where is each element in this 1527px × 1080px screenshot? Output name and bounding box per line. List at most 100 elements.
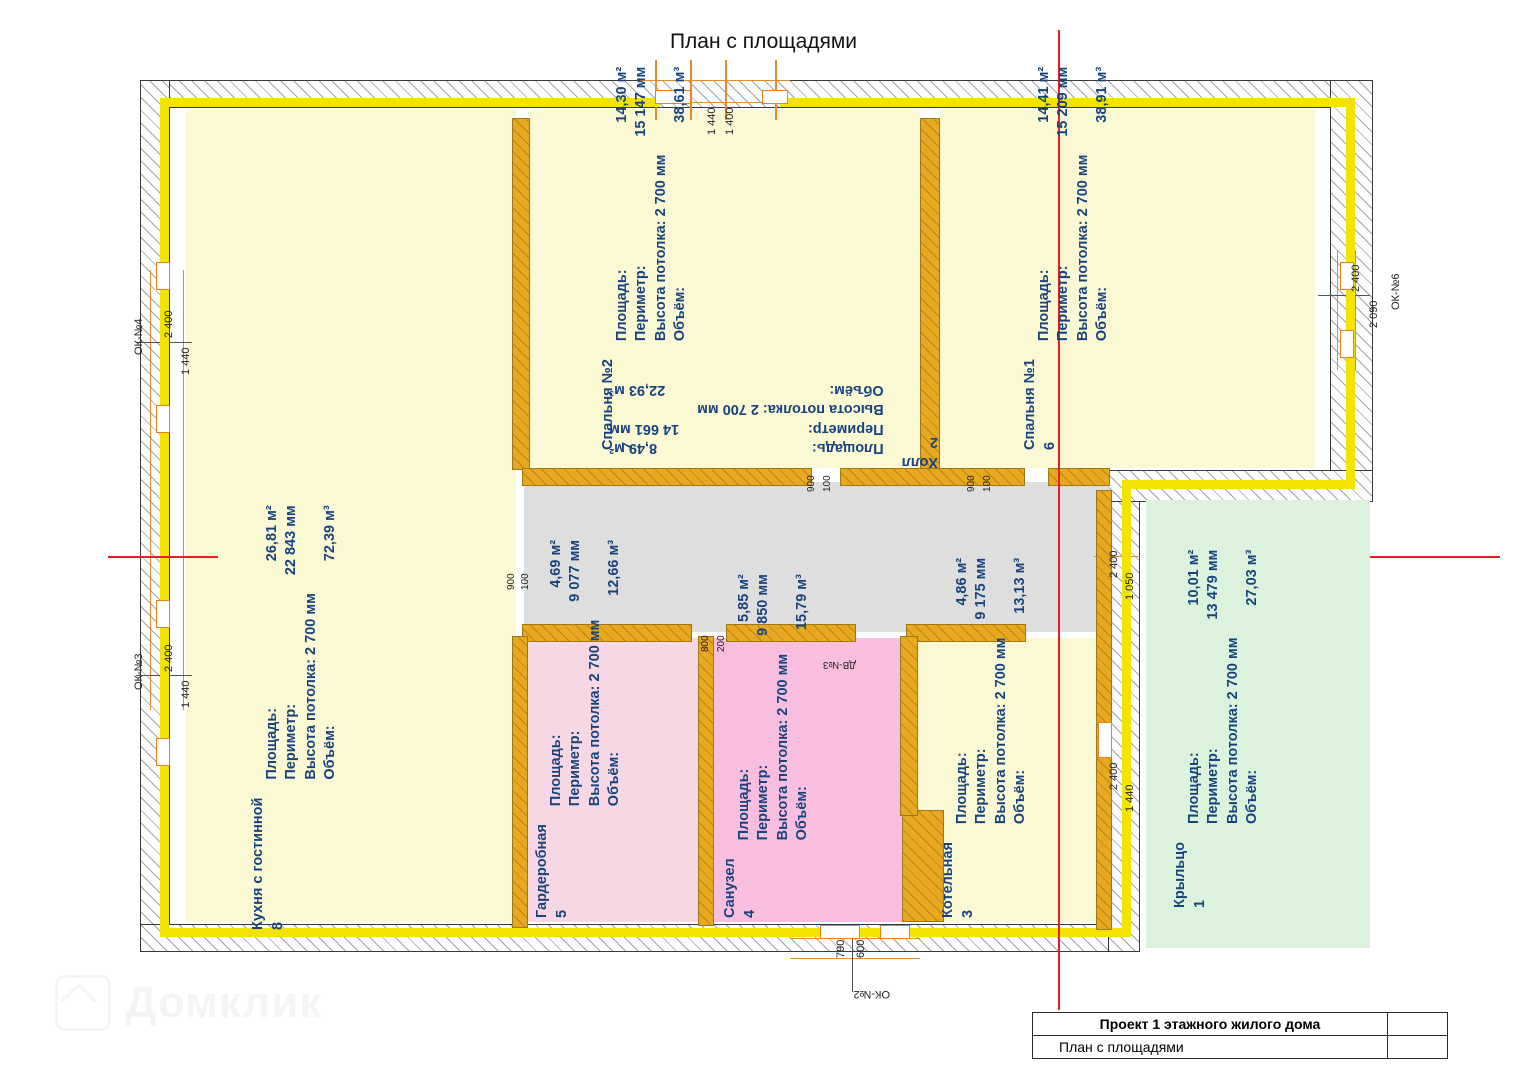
dim-right-mid-1050: 1 050	[1124, 572, 1136, 600]
key-area-spalnya2: Площадь:	[614, 269, 630, 342]
room-values-spalnya2: 14,30 м² 15 147 мм 38,61 м³	[614, 67, 690, 137]
room-label-holl: Холл 2 Площадь: Периметр: Высота потолка…	[609, 380, 938, 470]
window-marker-bottom-ok2-b[interactable]	[880, 925, 910, 939]
partition-wall-holl-top	[522, 468, 812, 486]
opening-label-ok2: ОК-№2	[853, 988, 890, 1000]
insulation-line-right-upper	[1346, 98, 1355, 488]
val-perimeter-krylco: 13 479 мм	[1205, 549, 1222, 620]
partition-wall-kuhnya-bottom-seg	[512, 636, 528, 928]
val-volume-spalnya2: 38,61 м³	[672, 66, 689, 123]
key-ceiling-spalnya1: Высота потолка: 2 700 мм	[1074, 154, 1091, 342]
title-block-row-project: Проект 1 этажного жилого дома	[1033, 1013, 1447, 1036]
room-fill-spalnya2	[530, 110, 920, 468]
inner-dim-2: 100	[822, 475, 833, 492]
val-perimeter-spalnya2: 15 147 мм	[633, 66, 650, 137]
window-marker-top-1[interactable]	[655, 90, 691, 104]
room-name-kuhnya: Кухня с гостинной	[250, 797, 266, 930]
window-marker-left-1[interactable]	[156, 262, 170, 290]
dim-left-low-2400: 2 400	[1108, 762, 1120, 790]
key-area-holl: Площадь:	[811, 440, 884, 456]
room-label-krylco: Крыльцо 1 Площадь: Периметр: Высота пото…	[1172, 550, 1262, 908]
dim-ok3-top: 2 400	[163, 644, 175, 672]
key-ceiling-holl: Высота потолка: 2 700 мм	[697, 401, 884, 418]
partition-wall-spalnya-divider	[920, 118, 940, 470]
partition-wall-holl-bottom-left	[522, 624, 692, 642]
val-perimeter-sanuzel: 9 850 мм	[755, 574, 772, 636]
dim-guide-top-band-b	[640, 102, 790, 104]
room-values-garderobnaya: 4,69 м² 9 077 мм 12,66 м³	[548, 540, 624, 602]
dim-ok2-790: 790	[835, 939, 847, 958]
room-values-spalnya1: 14,41 м² 15 209 мм 38,91 м³	[1036, 67, 1112, 137]
key-volume-spalnya1: Объём:	[1094, 286, 1111, 342]
room-keys-kuhnya: Площадь: Периметр: Высота потолка: 2 700…	[264, 593, 340, 779]
room-name-kotelnaya: Котельная	[940, 842, 956, 918]
dim-guide-right-v1	[1337, 250, 1339, 370]
key-volume-kuhnya: Объём:	[322, 725, 339, 780]
door-marker-kotelnaya[interactable]	[1098, 722, 1112, 758]
val-volume-holl: 22,93 м³	[609, 381, 666, 398]
dim-guide-right-v2	[1355, 250, 1357, 370]
dim-guide-right-mid-h	[1094, 556, 1140, 558]
dim-left-low-1440: 1 440	[1124, 784, 1136, 812]
window-marker-right-1[interactable]	[1340, 262, 1354, 290]
opening-label-dv3: ДВ-№3	[822, 659, 856, 670]
insulation-line-right-lower	[1122, 480, 1131, 936]
opening-label-ok4: ОК-№4	[133, 318, 145, 355]
key-perimeter-garderobnaya: Периметр:	[567, 730, 584, 807]
room-fill-kotelnaya	[918, 638, 1108, 922]
room-values-krylco: 10,01 м² 13 479 мм 27,03 м³	[1186, 550, 1262, 620]
dim-guide-top-band-a	[640, 80, 790, 82]
room-values-holl: 8,49 м² 14 661 мм 22,93 м³	[609, 380, 679, 456]
inner-dim-7: 900	[506, 573, 517, 590]
val-ceiling-spacer-krylco	[1225, 550, 1242, 554]
room-number-kuhnya: 8	[269, 921, 286, 930]
val-perimeter-spalnya1: 15 209 мм	[1055, 66, 1072, 137]
dim-ok4-bottom: 1 440	[180, 347, 192, 375]
room-label-spalnya1: Спальня №1 6 Площадь: Периметр: Высота п…	[1022, 67, 1112, 450]
window-marker-left-2[interactable]	[156, 405, 170, 433]
room-fill-garderobnaya	[524, 638, 704, 922]
key-perimeter-holl: Периметр:	[807, 420, 884, 437]
window-marker-left-3[interactable]	[156, 600, 170, 628]
window-marker-top-2[interactable]	[762, 90, 788, 104]
partition-wall-holl-top-right	[840, 468, 1025, 486]
room-label-kotelnaya: Котельная 3 Площадь: Периметр: Высота по…	[940, 558, 1030, 918]
dim-guide-top-3	[725, 60, 727, 120]
val-ceiling-spacer-kuhnya	[303, 505, 320, 509]
title-block-side-cell-2	[1387, 1036, 1447, 1058]
key-area-spalnya1: Площадь:	[1036, 269, 1052, 342]
dim-ok3-bottom: 1 440	[180, 680, 192, 708]
dim-right-mid-2400: 2 400	[1108, 550, 1120, 578]
room-name-garderobnaya: Гардеробная	[534, 824, 550, 918]
inner-dim-3: 900	[966, 475, 977, 492]
page-title: План с площадями	[669, 30, 858, 53]
room-values-kotelnaya: 4,86 м² 9 175 мм 13,13 м³	[954, 558, 1030, 620]
key-area-kuhnya: Площадь:	[264, 707, 280, 780]
key-area-garderobnaya: Площадь:	[548, 734, 564, 807]
val-volume-kuhnya: 72,39 м³	[322, 505, 339, 562]
room-label-kuhnya: Кухня с гостинной 8 Площадь: Периметр: В…	[250, 505, 340, 930]
val-area-kuhnya: 26,81 м²	[264, 505, 280, 562]
key-volume-sanuzel: Объём:	[794, 786, 811, 841]
key-ceiling-kuhnya: Высота потолка: 2 700 мм	[302, 593, 319, 780]
key-perimeter-spalnya1: Периметр:	[1055, 265, 1072, 342]
room-keys-holl: Площадь: Периметр: Высота потолка: 2 700…	[697, 380, 883, 456]
room-fill-spalnya1	[940, 110, 1315, 468]
window-marker-left-4[interactable]	[156, 738, 170, 766]
val-area-holl: 8,49 м²	[609, 440, 658, 456]
val-perimeter-holl: 14 661 мм	[609, 420, 680, 437]
key-perimeter-kotelnaya: Периметр:	[973, 748, 990, 825]
watermark-domklik-text: Домклик	[125, 978, 323, 1027]
insulation-line-top-left	[160, 98, 660, 107]
val-volume-spalnya1: 38,91 м³	[1094, 66, 1111, 123]
window-marker-bottom-ok2[interactable]	[820, 925, 860, 939]
room-number-garderobnaya: 5	[553, 909, 570, 918]
window-marker-right-2[interactable]	[1340, 330, 1354, 358]
dim-guide-left-v3	[183, 270, 185, 710]
key-ceiling-krylco: Высота потолка: 2 700 мм	[1224, 637, 1241, 824]
val-area-kotelnaya: 4,86 м²	[954, 557, 970, 606]
title-block-side-cell-1	[1387, 1013, 1447, 1035]
key-ceiling-spalnya2: Высота потолка: 2 700 мм	[652, 154, 669, 342]
inner-dim-1: 900	[806, 475, 817, 492]
room-name-krylco: Крыльцо	[1172, 842, 1188, 908]
